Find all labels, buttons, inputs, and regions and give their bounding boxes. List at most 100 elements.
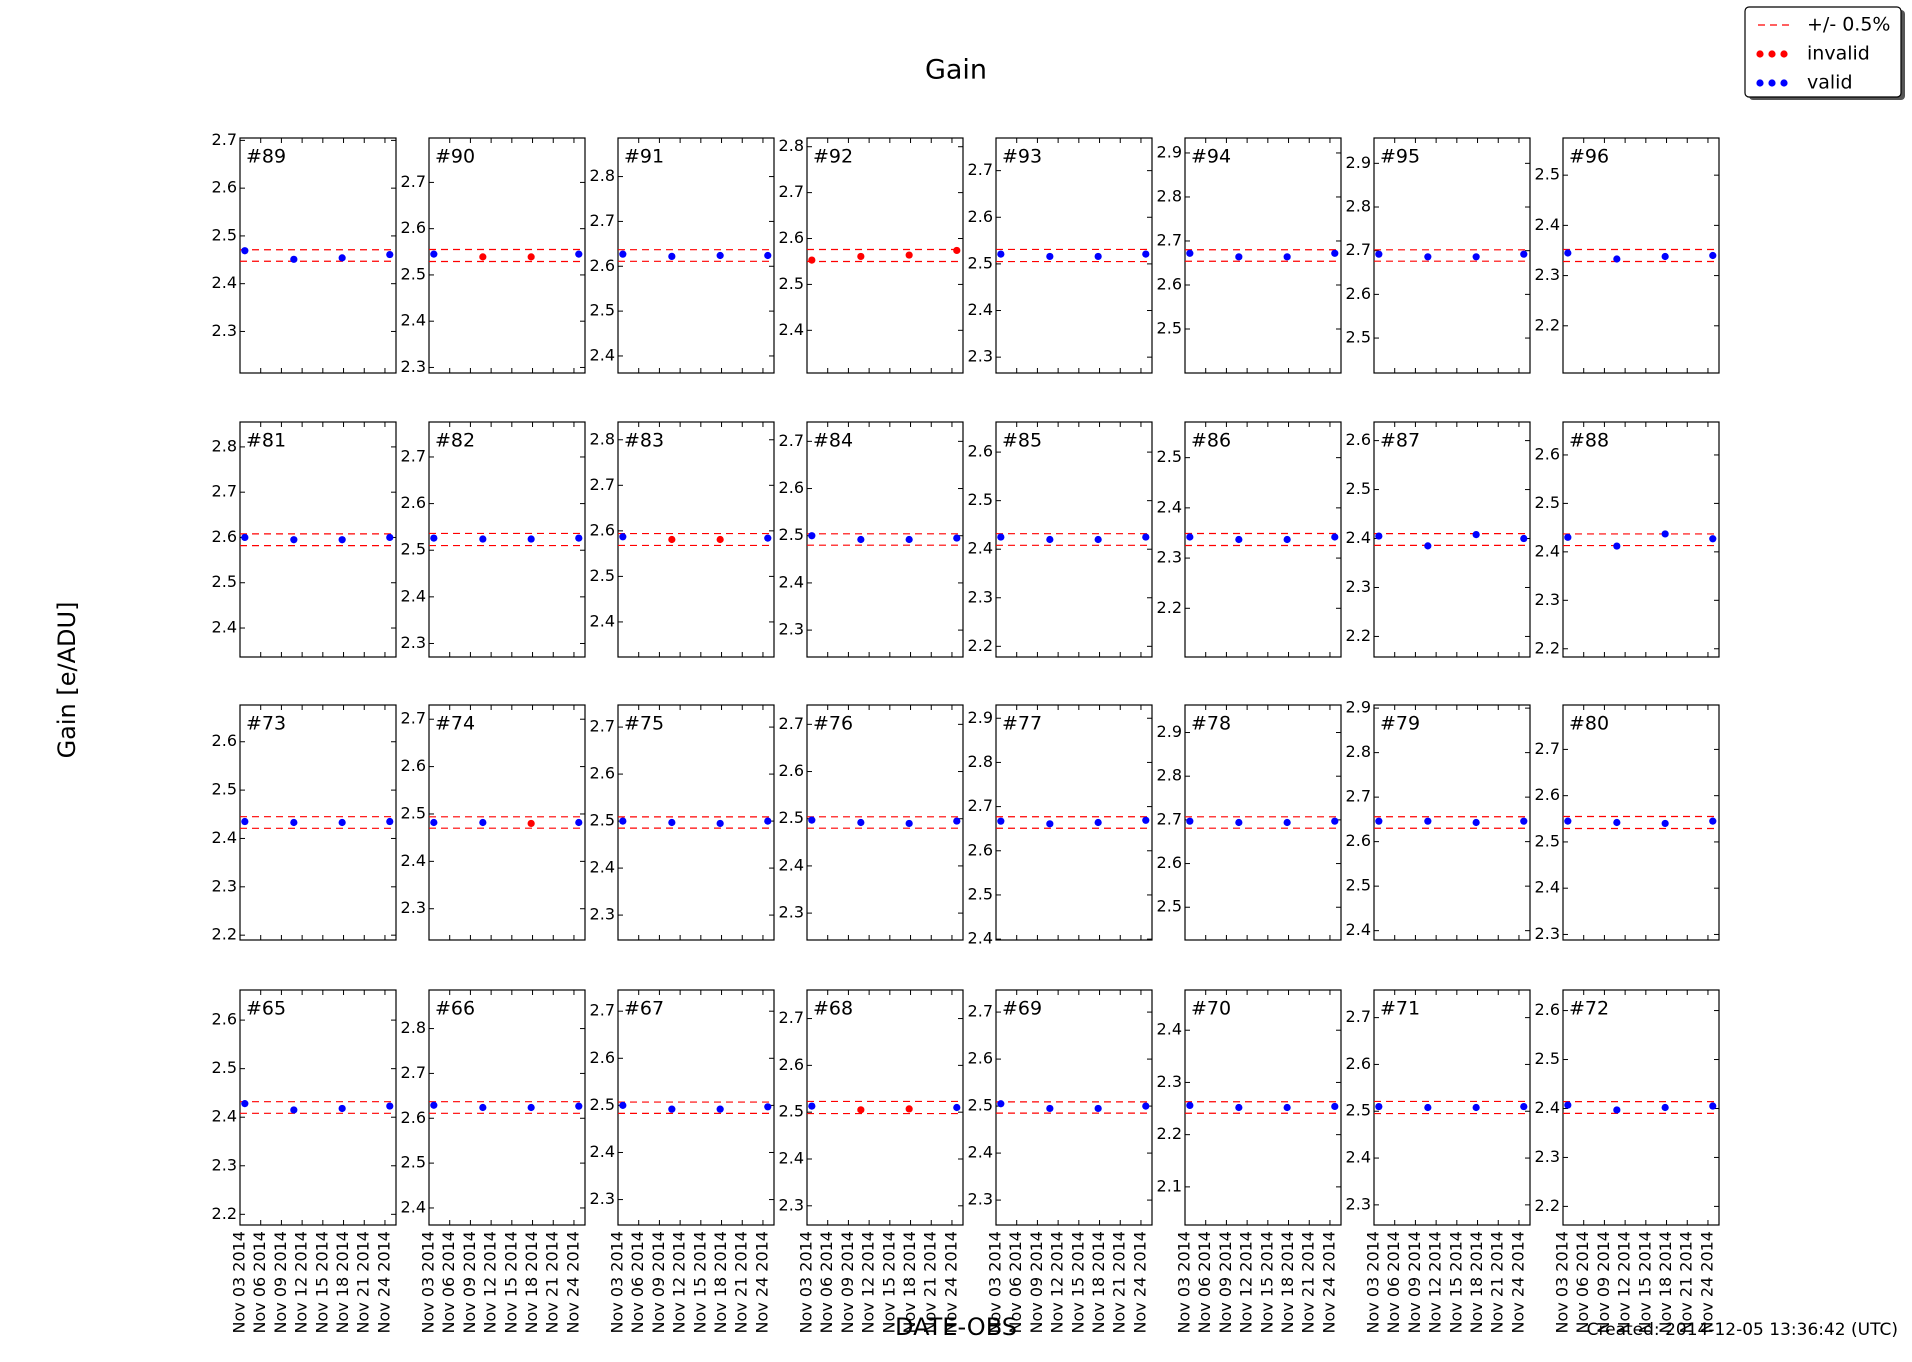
x-tick-label: Nov 21 2014 [1677,1231,1696,1333]
panel-title: #85 [1002,430,1042,452]
y-tick-label: 2.4 [779,320,804,339]
x-tick-label: Nov 15 2014 [879,1231,898,1333]
y-tick-label: 2.4 [590,345,615,364]
y-tick-label: 2.4 [212,1107,237,1126]
panel: 2.4 2.5 2.6 2.7 2.8 2.9 #79 [1346,698,1531,941]
x-tick-label: Nov 15 2014 [501,1231,520,1333]
y-tick-label: 2.3 [1346,1194,1371,1213]
x-tick-label: Nov 09 2014 [460,1231,479,1333]
chart-title: Gain [925,55,987,86]
point [1331,817,1339,825]
y-tick-label: 2.8 [1157,186,1182,205]
y-tick-label: 2.8 [968,752,993,771]
panel-title: #86 [1191,430,1231,452]
legend-swatch [1756,50,1764,58]
x-tick-label: Nov 12 2014 [1426,1231,1445,1333]
plot-frame [1184,421,1342,658]
x-tick-label: Nov 24 2014 [752,1231,771,1333]
point [1424,1103,1432,1112]
point [430,818,438,827]
point [1424,817,1432,825]
x-tick-label: Nov 09 2014 [271,1231,290,1333]
y-tick-label: 2.4 [968,539,993,558]
y-tick-label: 2.6 [401,493,426,512]
point [1046,820,1054,828]
legend: +/- 0.5% invalid valid [1744,6,1905,100]
y-tick-label: 2.5 [1535,831,1560,850]
point [764,251,772,260]
point [1564,249,1572,257]
point [1046,252,1054,261]
panel-title: #66 [435,998,475,1020]
point [953,246,961,255]
y-tick-label: 2.6 [968,442,993,461]
panel-title: #76 [813,713,853,735]
panel: 2.5 2.6 2.7 2.8 2.9 #94 [1157,137,1342,374]
y-tick-label: 2.8 [1157,766,1182,785]
point [1046,535,1054,544]
y-tick-label: 2.7 [968,160,993,179]
y-tick-label: 2.3 [1535,924,1560,943]
y-tick-label: 2.6 [1346,430,1371,449]
point [668,1105,676,1113]
y-tick-label: 2.6 [590,764,615,783]
point [430,1101,438,1109]
x-tick-label: Nov 15 2014 [1257,1231,1276,1333]
y-tick-label: 2.3 [401,898,426,917]
panel: 2.4 2.5 2.6 2.7 2.8 #83 [590,421,775,658]
y-tick-label: 2.7 [1157,809,1182,828]
panel-title: #70 [1191,998,1231,1020]
y-tick-label: 2.8 [1346,742,1371,761]
x-tick-label: Nov 18 2014 [1467,1231,1486,1333]
y-tick-label: 2.7 [968,1002,993,1021]
point [716,251,724,260]
y-tick-label: 2.4 [1157,497,1182,516]
panel-title: #78 [1191,713,1231,735]
point [290,818,298,827]
y-tick-label: 2.4 [212,273,237,292]
point [1283,253,1291,261]
y-tick-label: 2.5 [1535,493,1560,512]
y-tick-label: 2.6 [401,756,426,775]
x-axis-label: DATE-OBS [895,1313,1017,1341]
y-tick-label: 2.5 [401,540,426,559]
legend-label: valid [1807,72,1853,94]
point [1564,533,1572,541]
x-tick-label: Nov 18 2014 [711,1231,730,1333]
point [527,535,535,543]
y-tick-label: 2.5 [590,301,615,320]
y-tick-label: 2.6 [1535,785,1560,804]
y-tick-label: 2.8 [1346,197,1371,216]
point [953,534,961,542]
y-tick-label: 2.8 [779,136,804,155]
plot-frame [428,704,586,941]
plot-frame [806,137,964,374]
y-tick-label: 2.7 [590,211,615,230]
point [1613,1106,1621,1114]
point [1472,531,1480,539]
legend-label: invalid [1807,43,1870,65]
y-tick-label: 2.5 [968,884,993,903]
point [764,534,772,542]
plot-frame [239,421,397,658]
y-tick-label: 2.6 [212,1010,237,1029]
y-tick-label: 2.2 [1157,1124,1182,1143]
x-tick-label: Nov 24 2014 [1697,1231,1716,1333]
panel-title: #82 [435,430,475,452]
panel-title: #81 [246,430,286,452]
point [1094,818,1102,827]
y-tick-label: 2.3 [590,1189,615,1208]
panel-title: #72 [1569,998,1609,1020]
panel: 2.4 2.5 2.6 2.7 2.8 #81 [212,421,397,658]
point [1283,818,1291,827]
point [1046,1104,1054,1113]
y-tick-label: 2.5 [1346,876,1371,895]
y-tick-label: 2.3 [1157,548,1182,567]
plot-frame [1562,137,1720,374]
x-tick-label: Nov 21 2014 [1299,1231,1318,1333]
y-tick-label: 2.5 [401,803,426,822]
